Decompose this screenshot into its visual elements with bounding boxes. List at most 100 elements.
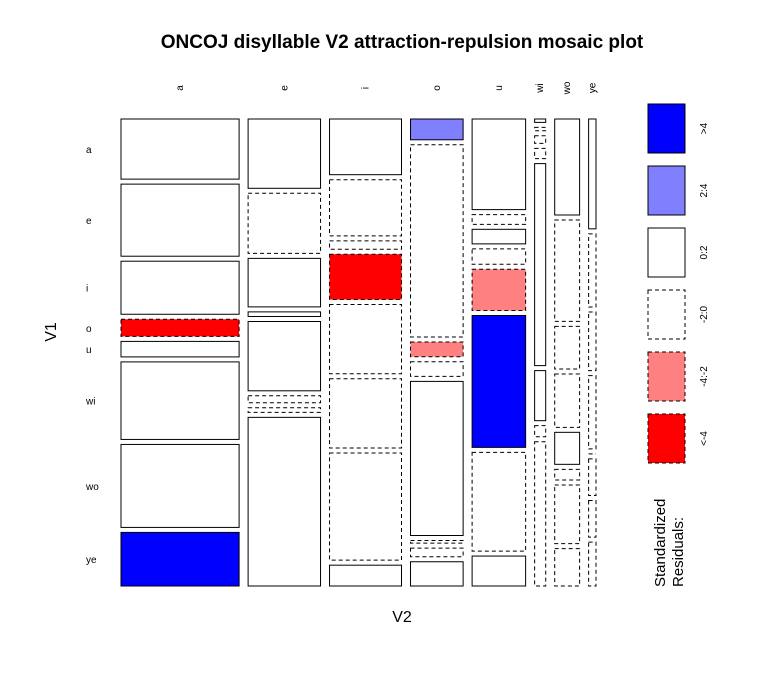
tile-wo-ye: [588, 499, 597, 538]
legend: >4 2:4 0:2 -2:0 -4:-2 <-4: [647, 103, 710, 464]
tile-ye-ye: [588, 541, 597, 587]
tile-e-wo: [554, 219, 581, 322]
x-tick-label-a: a: [175, 85, 186, 91]
tile-wo-wo: [554, 484, 581, 545]
tile-a-u: [471, 118, 527, 211]
tile-a-wo: [554, 118, 581, 216]
tile-o-i: [329, 253, 403, 301]
legend-swatch-4: [647, 351, 686, 402]
tile-u-o: [410, 380, 464, 536]
tile-a-e: [247, 118, 322, 189]
tile-e-ye: [588, 233, 597, 308]
x-tick-label-o: o: [432, 85, 443, 91]
x-tick-label-wi: wi: [535, 83, 546, 93]
chart-title: ONCOJ disyllable V2 attraction-repulsion…: [161, 32, 644, 53]
legend-title-line2: Residuals:: [670, 517, 687, 587]
tile-o-u: [471, 248, 527, 265]
legend-label-2: 0:2: [699, 245, 710, 259]
x-axis-label: V2: [392, 609, 412, 626]
y-tick-label-o: o: [86, 324, 92, 335]
tile-a-i: [329, 118, 403, 176]
tile-o-ye: [588, 375, 597, 450]
tile-wo-u: [471, 451, 527, 552]
tile-u-i: [329, 304, 403, 375]
tile-wi-wi: [534, 370, 547, 422]
tile-a-o: [410, 118, 464, 141]
tile-u-wi: [534, 163, 547, 367]
legend-label-5: <-4: [699, 431, 710, 446]
y-tick-label-e: e: [86, 216, 92, 227]
y-tick-label-a: a: [86, 145, 92, 156]
tile-wo-wi: [534, 425, 547, 438]
tile-u-e: [247, 321, 322, 392]
tile-wi-wo: [554, 468, 581, 481]
tile-ye-e: [247, 416, 322, 587]
y-tick-label-u: u: [86, 345, 92, 356]
tile-u-a: [120, 340, 240, 358]
tile-i-wo: [554, 325, 581, 370]
legend-swatch-5: [647, 413, 686, 464]
tile-wi-i: [329, 378, 403, 449]
x-tick-label-e: e: [279, 85, 290, 91]
tile-o-e: [247, 311, 322, 318]
tile-o-o: [410, 361, 464, 377]
tile-u-u: [471, 268, 527, 312]
tile-e-o: [410, 144, 464, 338]
tile-ye-u: [471, 555, 527, 587]
y-tick-label-ye: ye: [86, 555, 97, 566]
tile-i-wi: [534, 135, 547, 144]
y-tick-label-wo: wo: [85, 482, 99, 493]
tile-wo-o: [410, 547, 464, 558]
tile-e-wi: [534, 126, 547, 132]
legend-label-4: -4:-2: [699, 366, 710, 387]
y-tick-label-wi: wi: [85, 397, 95, 408]
tile-e-i: [329, 179, 403, 237]
tile-wo-e: [247, 407, 322, 413]
x-tick-label-u: u: [494, 85, 505, 91]
y-tick-labels: a e i ou wi wo ye: [85, 145, 99, 566]
tile-e-a: [120, 183, 240, 257]
legend-title-line1: Standardized: [652, 499, 669, 587]
y-axis-label: V1: [43, 322, 60, 342]
tile-o-wi: [534, 147, 547, 160]
tile-i-a: [120, 260, 240, 315]
tile-wi-e: [247, 395, 322, 404]
tile-a-wi: [534, 118, 547, 123]
legend-label-0: >4: [699, 122, 710, 134]
tile-wi-ye: [588, 458, 597, 496]
tile-ye-a: [120, 531, 240, 587]
tile-ye-wo: [554, 548, 581, 587]
x-tick-label-ye: ye: [587, 82, 598, 93]
y-tick-label-i: i: [86, 284, 88, 295]
tile-wi-o: [410, 540, 464, 544]
tile-ye-wi: [534, 441, 547, 587]
x-tick-labels: a e i o u wi wo ye: [175, 81, 598, 95]
tile-ye-o: [410, 561, 464, 587]
tile-a-a: [120, 118, 240, 180]
legend-swatch-2: [647, 227, 686, 278]
tile-ye-i: [329, 564, 403, 587]
tile-i-i: [329, 240, 403, 250]
tile-u-wo: [554, 431, 581, 465]
x-tick-label-wo: wo: [562, 81, 573, 95]
tile-i-o: [410, 341, 464, 358]
legend-label-1: 2:4: [699, 183, 710, 197]
tile-wo-a: [120, 443, 240, 528]
tile-e-u: [471, 214, 527, 225]
mosaic-tiles: [120, 118, 597, 587]
legend-swatch-3: [647, 289, 686, 340]
x-tick-label-i: i: [361, 87, 372, 89]
tile-o-a: [120, 318, 240, 337]
tile-i-ye: [588, 311, 597, 372]
legend-swatch-1: [647, 165, 686, 216]
legend-swatch-0: [647, 103, 686, 154]
tile-wo-i: [329, 452, 403, 561]
tile-a-ye: [588, 118, 597, 230]
tile-o-wo: [554, 373, 581, 428]
legend-label-3: -2:0: [699, 305, 710, 323]
tile-e-e: [247, 192, 322, 254]
tile-i-e: [247, 257, 322, 308]
tile-wi-a: [120, 361, 240, 440]
tile-wi-u: [471, 315, 527, 448]
